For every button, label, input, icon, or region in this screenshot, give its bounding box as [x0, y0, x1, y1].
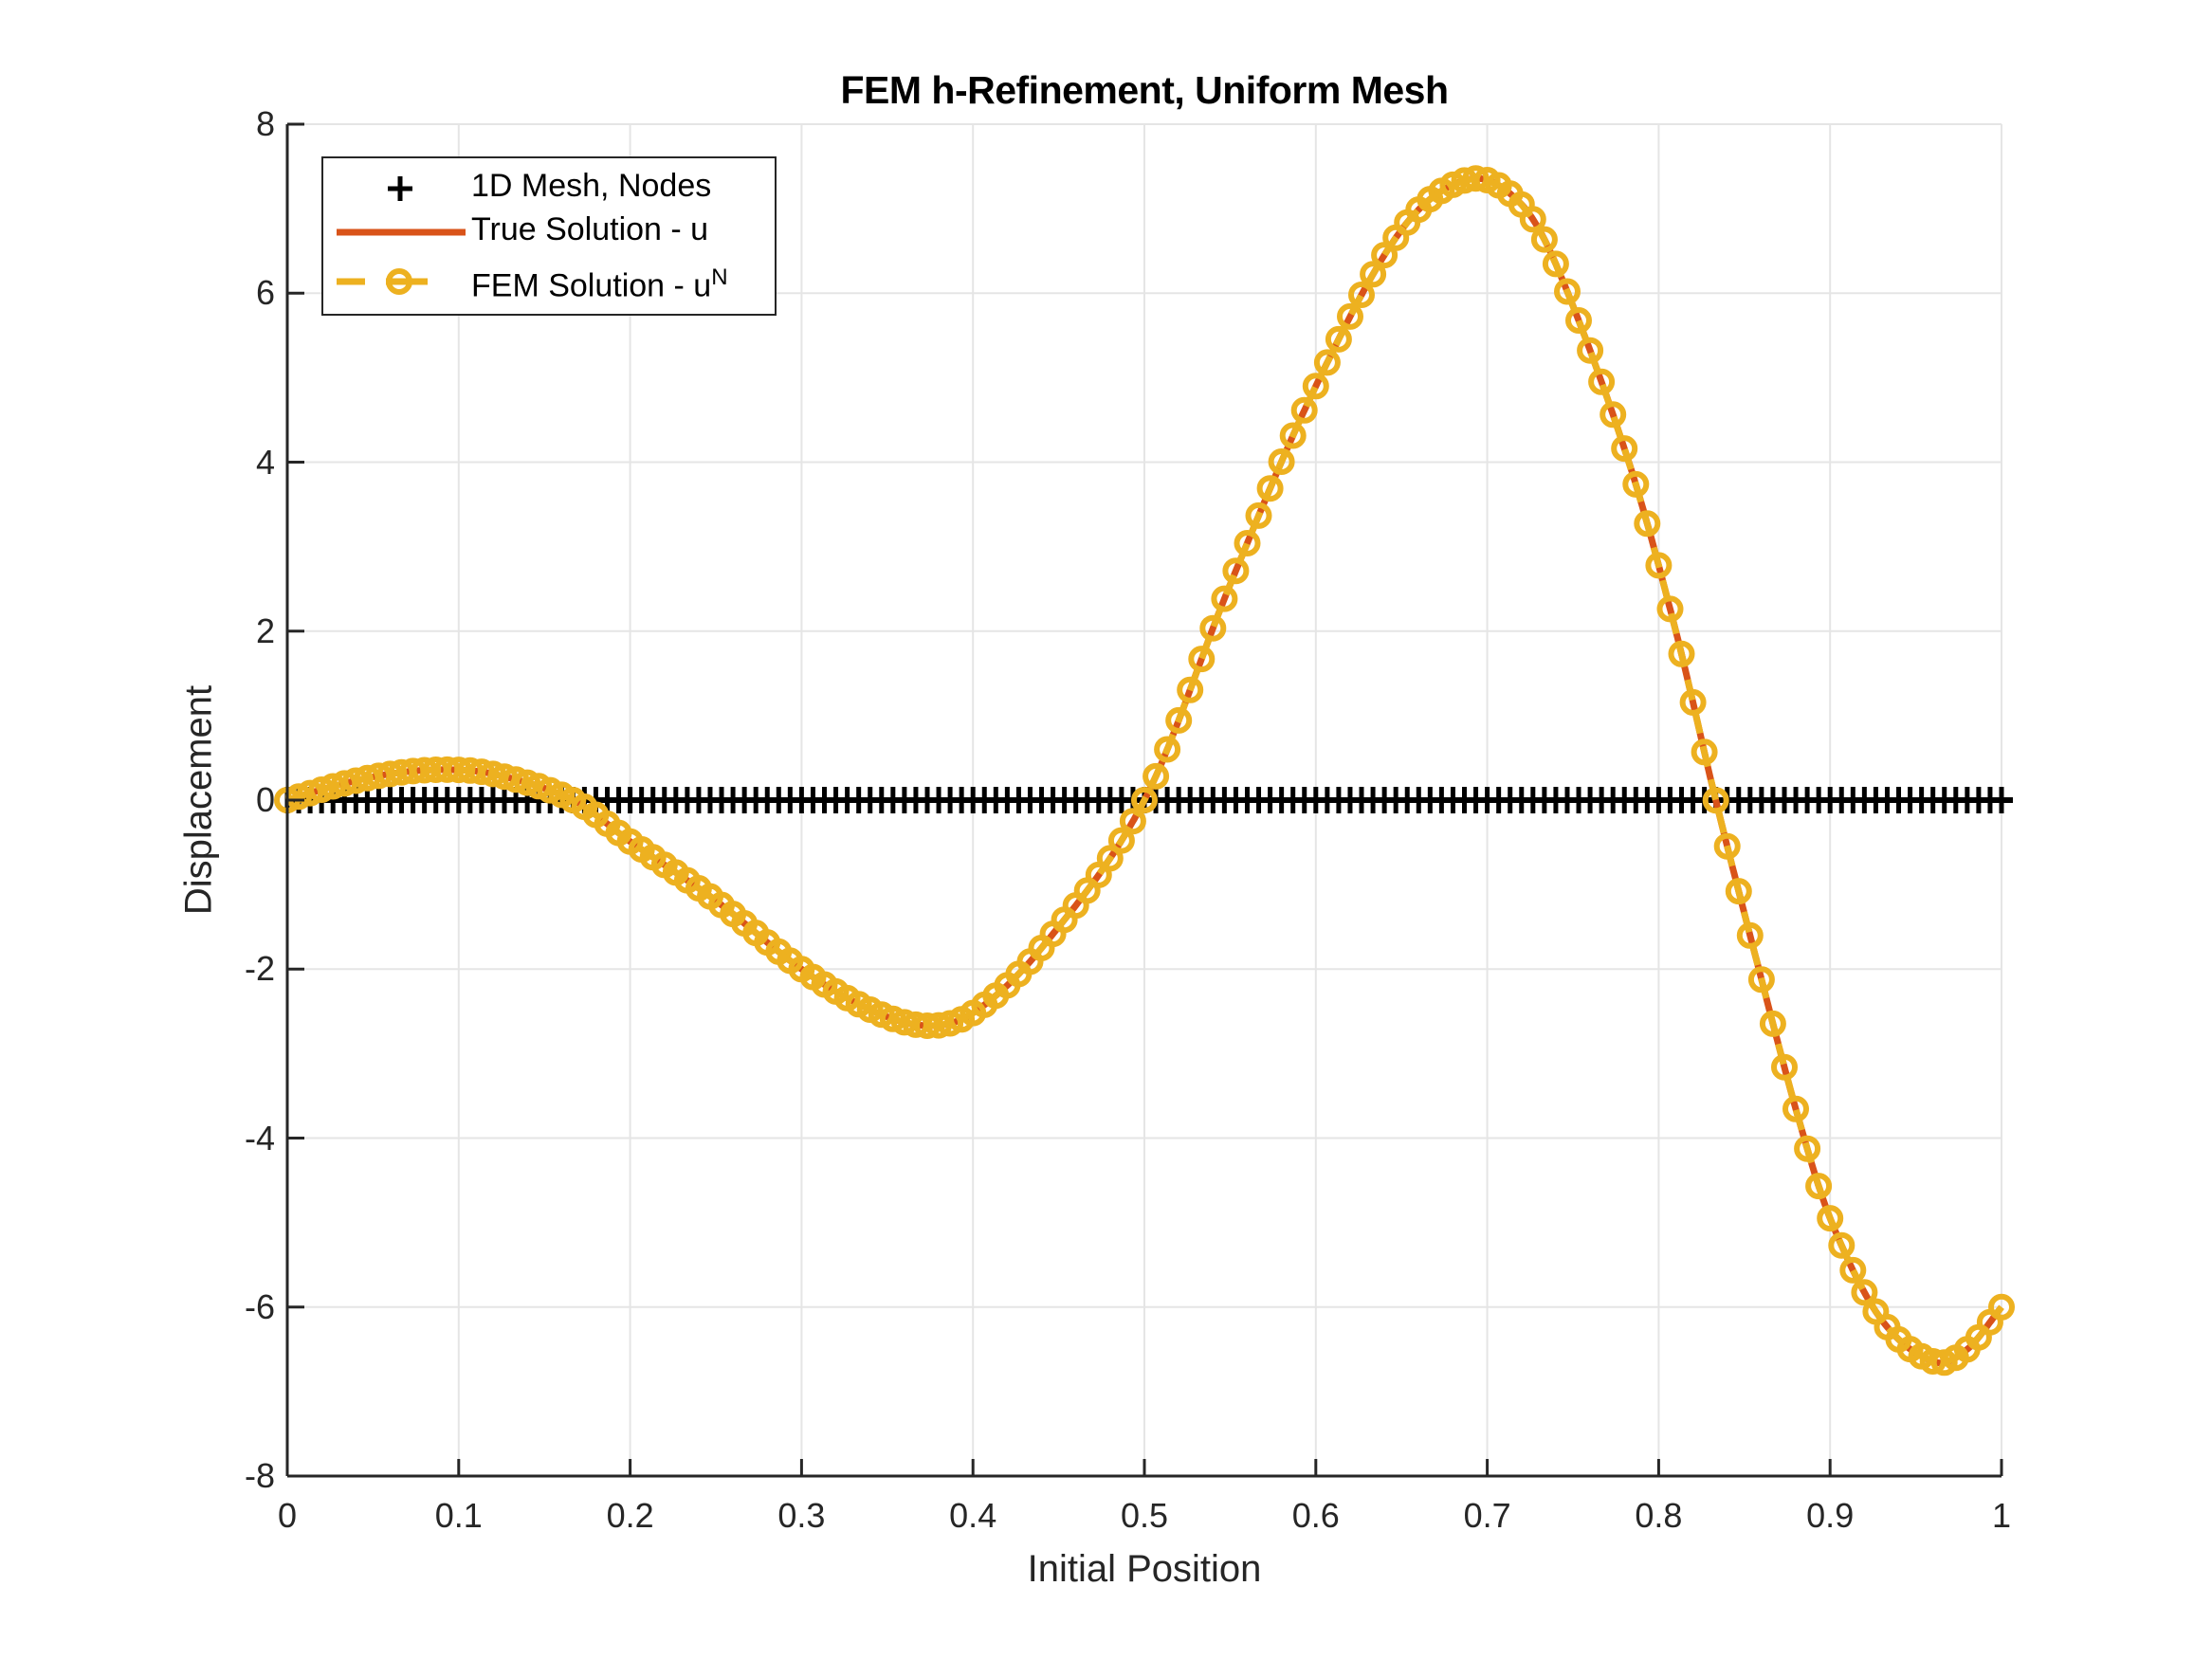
legend-label-true-solution: True Solution - u — [471, 211, 709, 247]
x-tick-label: 0.7 — [1463, 1496, 1511, 1535]
y-axis-label: Displacement — [177, 684, 220, 916]
chart-title: FEM h-Refinement, Uniform Mesh — [840, 68, 1449, 112]
dashed-circle-line-icon — [337, 268, 428, 295]
x-tick-label: 0.2 — [606, 1496, 654, 1535]
legend-item-mesh: 1D Mesh, Nodes — [323, 166, 775, 213]
x-tick-label: 0.5 — [1120, 1496, 1169, 1535]
legend-label-mesh: 1D Mesh, Nodes — [471, 168, 712, 204]
y-tick-label: -8 — [244, 1456, 275, 1495]
legend: 1D Mesh, Nodes True Solution - u FEM Sol… — [321, 156, 777, 316]
x-axis-label: Initial Position — [1027, 1548, 1262, 1590]
x-tick-label: 0.9 — [1806, 1496, 1855, 1535]
y-tick-label: 8 — [255, 104, 275, 143]
x-tick-label: 0.1 — [434, 1496, 483, 1535]
plus-marker-icon — [388, 176, 412, 201]
y-tick-label: 4 — [255, 442, 275, 482]
legend-item-fem-solution: FEM Solution - uN — [323, 261, 775, 308]
x-tick-label: 0.6 — [1291, 1496, 1340, 1535]
y-tick-label: -2 — [244, 949, 275, 989]
y-tick-label: -6 — [244, 1286, 275, 1326]
x-tick-label: 0.3 — [777, 1496, 826, 1535]
y-tick-label: 2 — [255, 611, 275, 650]
x-tick-label: 0.8 — [1635, 1496, 1683, 1535]
x-tick-label: 1 — [1991, 1496, 2012, 1535]
x-tick-label: 0 — [277, 1496, 298, 1535]
legend-label-fem-solution: FEM Solution - uN — [471, 264, 728, 304]
x-tick-label: 0.4 — [949, 1496, 997, 1535]
legend-item-true-solution: True Solution - u — [323, 211, 775, 259]
solid-line-icon — [337, 228, 466, 236]
y-tick-label: -4 — [244, 1118, 275, 1158]
y-tick-label: 0 — [255, 780, 275, 819]
y-tick-label: 6 — [255, 273, 275, 313]
axes-box — [285, 122, 2003, 1478]
